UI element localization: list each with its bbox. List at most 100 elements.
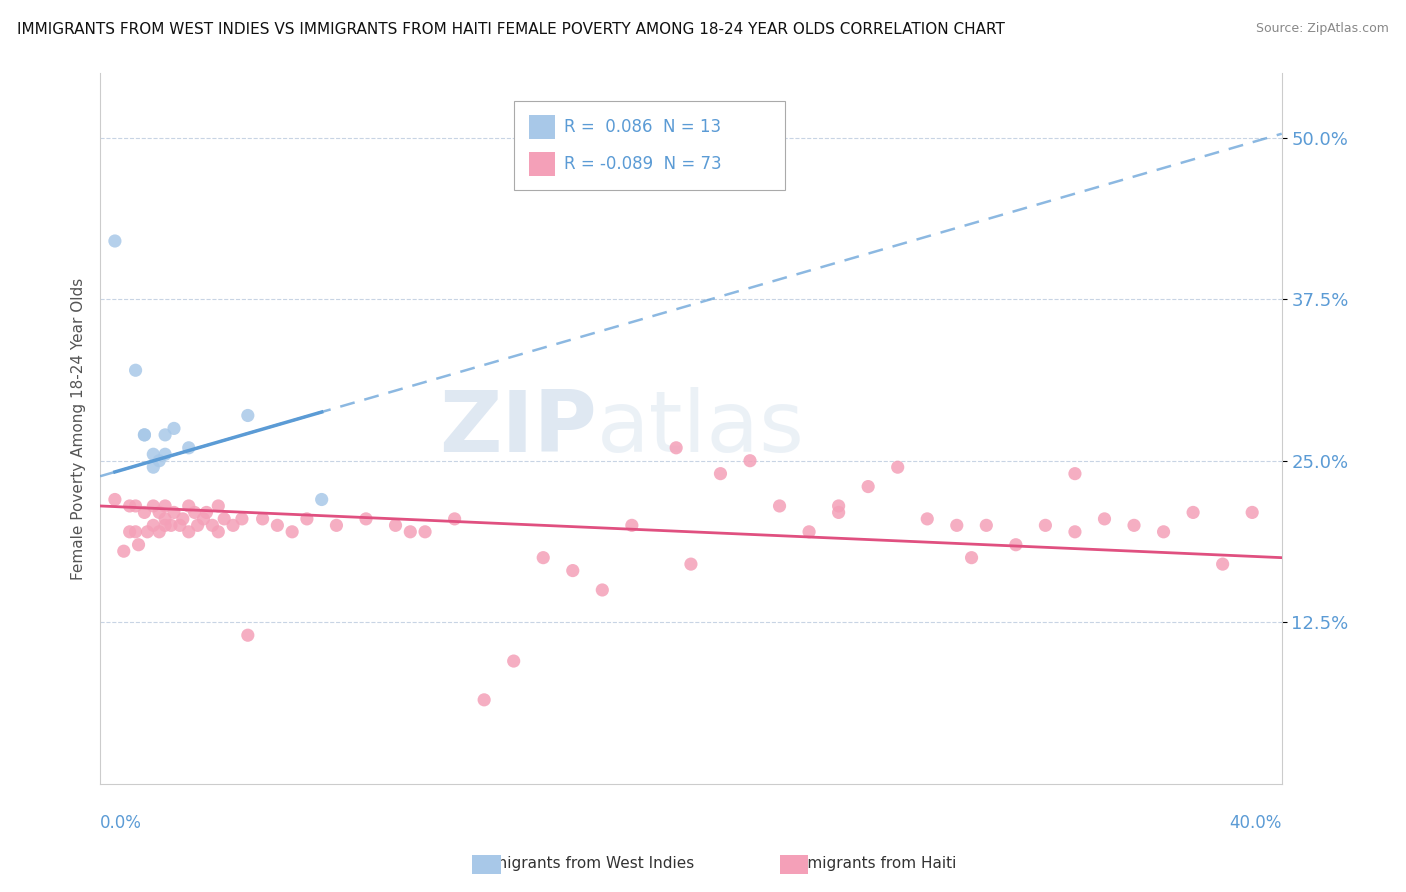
- Point: [915, 512, 938, 526]
- Point: [142, 518, 165, 533]
- Point: [827, 505, 849, 519]
- Point: [231, 512, 253, 526]
- Point: [1182, 505, 1205, 519]
- Point: [976, 518, 998, 533]
- Point: [295, 512, 318, 526]
- Point: [169, 518, 191, 533]
- Point: [236, 409, 259, 423]
- Point: [561, 564, 583, 578]
- Point: [163, 505, 186, 519]
- Point: [1241, 505, 1264, 519]
- Text: R =  0.086  N = 13: R = 0.086 N = 13: [564, 118, 721, 136]
- Point: [142, 447, 165, 461]
- Point: [1094, 512, 1116, 526]
- Point: [153, 428, 176, 442]
- Point: [620, 518, 643, 533]
- Point: [1153, 524, 1175, 539]
- Point: [134, 428, 156, 442]
- Point: [1005, 538, 1028, 552]
- Point: [413, 524, 436, 539]
- Point: [472, 693, 495, 707]
- Point: [281, 524, 304, 539]
- Point: [193, 512, 215, 526]
- Point: [142, 499, 165, 513]
- Point: [709, 467, 731, 481]
- Text: Immigrants from West Indies: Immigrants from West Indies: [472, 856, 695, 871]
- Point: [354, 512, 377, 526]
- FancyBboxPatch shape: [513, 102, 786, 190]
- Point: [960, 550, 983, 565]
- FancyBboxPatch shape: [529, 115, 555, 139]
- Point: [148, 524, 170, 539]
- Point: [443, 512, 465, 526]
- Point: [195, 505, 218, 519]
- Point: [207, 524, 229, 539]
- Point: [236, 628, 259, 642]
- Point: [136, 524, 159, 539]
- Point: [886, 460, 908, 475]
- Point: [384, 518, 406, 533]
- Point: [1035, 518, 1057, 533]
- Point: [201, 518, 224, 533]
- Point: [128, 538, 150, 552]
- Text: atlas: atlas: [596, 387, 804, 470]
- Point: [134, 505, 156, 519]
- Point: [177, 524, 200, 539]
- Point: [153, 512, 176, 526]
- Point: [1064, 467, 1087, 481]
- Point: [104, 492, 127, 507]
- Text: Immigrants from Haiti: Immigrants from Haiti: [787, 856, 956, 871]
- Point: [134, 428, 156, 442]
- Point: [502, 654, 524, 668]
- Point: [148, 454, 170, 468]
- Point: [797, 524, 820, 539]
- Point: [856, 479, 879, 493]
- Point: [160, 518, 183, 533]
- Text: 40.0%: 40.0%: [1229, 814, 1282, 832]
- Point: [399, 524, 422, 539]
- Point: [187, 518, 209, 533]
- Point: [153, 499, 176, 513]
- Point: [142, 460, 165, 475]
- Text: 0.0%: 0.0%: [100, 814, 142, 832]
- Text: Source: ZipAtlas.com: Source: ZipAtlas.com: [1256, 22, 1389, 36]
- Point: [163, 421, 186, 435]
- Point: [172, 512, 194, 526]
- Point: [266, 518, 288, 533]
- Point: [768, 499, 790, 513]
- Text: IMMIGRANTS FROM WEST INDIES VS IMMIGRANTS FROM HAITI FEMALE POVERTY AMONG 18-24 : IMMIGRANTS FROM WEST INDIES VS IMMIGRANT…: [17, 22, 1005, 37]
- Point: [177, 499, 200, 513]
- Point: [591, 582, 613, 597]
- Point: [1123, 518, 1146, 533]
- Point: [183, 505, 205, 519]
- Point: [827, 499, 849, 513]
- Point: [104, 234, 127, 248]
- Y-axis label: Female Poverty Among 18-24 Year Olds: Female Poverty Among 18-24 Year Olds: [72, 277, 86, 580]
- Point: [325, 518, 347, 533]
- Point: [118, 499, 141, 513]
- Point: [212, 512, 235, 526]
- Point: [124, 499, 146, 513]
- Point: [148, 505, 170, 519]
- Point: [738, 454, 761, 468]
- Point: [124, 363, 146, 377]
- Point: [311, 492, 333, 507]
- Point: [946, 518, 969, 533]
- Point: [531, 550, 554, 565]
- Point: [665, 441, 688, 455]
- Text: ZIP: ZIP: [439, 387, 596, 470]
- Point: [1212, 557, 1234, 571]
- Text: R = -0.089  N = 73: R = -0.089 N = 73: [564, 155, 723, 173]
- Point: [177, 441, 200, 455]
- Point: [153, 447, 176, 461]
- Point: [153, 518, 176, 533]
- Point: [207, 499, 229, 513]
- Point: [222, 518, 245, 533]
- Point: [252, 512, 274, 526]
- FancyBboxPatch shape: [529, 152, 555, 176]
- Point: [112, 544, 135, 558]
- Point: [124, 524, 146, 539]
- Point: [679, 557, 702, 571]
- Point: [1064, 524, 1087, 539]
- Point: [118, 524, 141, 539]
